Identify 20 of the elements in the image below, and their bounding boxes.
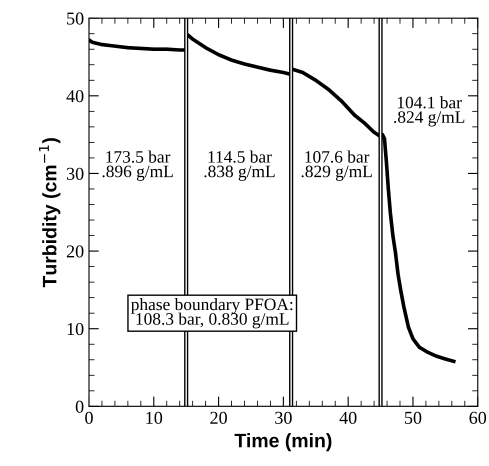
annotation: 107.6 bar .829 g/mL <box>302 150 372 181</box>
annotation: 173.5 bar .896 g/mL <box>102 150 173 181</box>
annotation: 114.5 bar .838 g/mL <box>204 150 275 181</box>
x-tick-label: 20 <box>210 412 227 424</box>
y-tick-label: 0 <box>76 400 84 413</box>
y-axis-title: Turbidity (cm$^{−1}$) <box>38 138 60 288</box>
y-tick-label: 30 <box>66 168 84 180</box>
y-tick-label: 50 <box>67 12 84 25</box>
x-tick-label: 30 <box>275 412 292 424</box>
x-tick-label: 50 <box>404 412 422 424</box>
annotation: 104.1 bar .824 g/mL <box>394 96 464 127</box>
y-tick-label: 20 <box>66 245 84 258</box>
x-axis-title: Time (min) <box>234 433 332 452</box>
annotation: phase boundary PFOA: 108.3 bar, 0.830 g/mL <box>131 298 292 328</box>
y-tick-label: 40 <box>66 90 84 102</box>
x-tick-label: 0 <box>85 412 93 424</box>
x-tick-label: 10 <box>146 412 162 424</box>
x-tick-label: 60 <box>470 412 486 424</box>
x-tick-label: 40 <box>339 412 357 424</box>
y-tick-label: 10 <box>68 322 84 336</box>
